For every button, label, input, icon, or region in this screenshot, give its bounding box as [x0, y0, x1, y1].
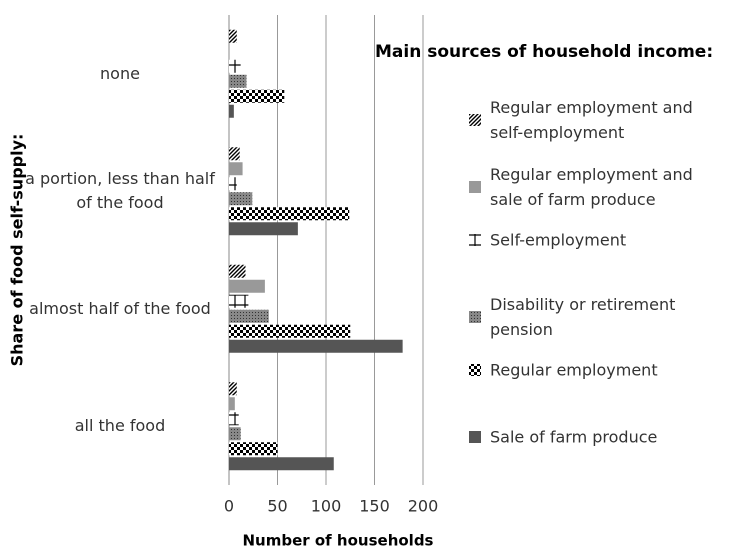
legend-label: Sale of farm produce	[490, 427, 658, 447]
bar	[229, 294, 249, 308]
x-tick-label: 0	[224, 497, 234, 516]
legend-label: Regular employment and self-employment	[490, 98, 693, 142]
legend-label: Regular employment and sale of farm prod…	[490, 165, 693, 209]
bar	[229, 309, 269, 323]
bar	[229, 397, 235, 411]
y-tick-label: a portion, less than half of the food	[25, 169, 215, 213]
bar	[229, 382, 237, 396]
bar	[229, 427, 241, 441]
bar	[229, 442, 278, 456]
bar	[229, 147, 240, 161]
bar	[229, 324, 351, 338]
legend-swatch	[469, 181, 481, 193]
bar	[229, 279, 265, 293]
bar	[229, 339, 403, 353]
legend-label: Regular employment	[490, 360, 658, 380]
legend-label: Self-employment	[490, 230, 627, 250]
x-tick-label: 50	[267, 497, 287, 516]
x-tick-label: 150	[359, 497, 390, 516]
y-tick-label: all the food	[74, 416, 166, 436]
bar	[229, 104, 234, 118]
y-axis-label: Share of food self-supply:	[8, 134, 27, 367]
bar	[229, 264, 246, 278]
bar	[229, 412, 239, 426]
x-tick-label: 200	[408, 497, 439, 516]
bar	[229, 59, 241, 73]
legend-label: Disability or retirement pension	[490, 295, 676, 339]
bar	[229, 89, 285, 103]
legend-swatch	[469, 114, 481, 126]
bar	[229, 29, 237, 43]
legend-swatch	[469, 311, 481, 323]
y-tick-label: none	[100, 63, 140, 83]
bar	[229, 192, 253, 206]
bar	[229, 222, 298, 236]
legend-swatch	[469, 431, 481, 443]
x-tick-label: 100	[311, 497, 342, 516]
bar	[229, 457, 334, 471]
legend-title: Main sources of household income:	[375, 42, 713, 62]
bar	[229, 74, 247, 88]
legend-swatch	[469, 364, 481, 376]
bar	[229, 207, 350, 221]
y-tick-label: almost half of the food	[29, 298, 211, 318]
x-axis-label: Number of households	[242, 532, 433, 550]
legend-swatch	[469, 234, 481, 246]
bar	[229, 177, 237, 191]
bar	[229, 162, 243, 176]
